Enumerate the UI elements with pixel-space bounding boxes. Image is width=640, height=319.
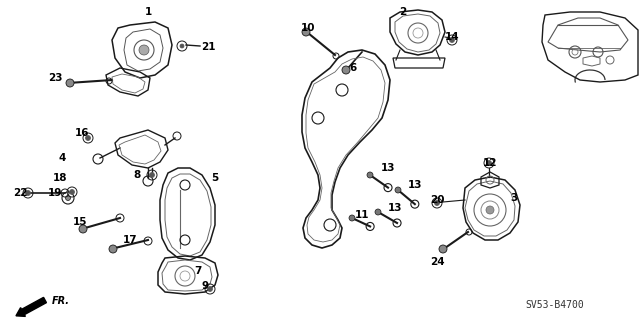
Text: 7: 7: [195, 266, 202, 276]
Text: 8: 8: [133, 170, 141, 180]
Circle shape: [395, 187, 401, 193]
Text: 4: 4: [58, 153, 66, 163]
FancyArrow shape: [16, 297, 47, 316]
Text: 24: 24: [429, 257, 444, 267]
Text: 12: 12: [483, 158, 497, 168]
Circle shape: [109, 245, 117, 253]
Text: 23: 23: [48, 73, 62, 83]
Circle shape: [180, 44, 184, 48]
Circle shape: [79, 225, 87, 233]
Text: 1: 1: [145, 7, 152, 17]
Circle shape: [26, 190, 31, 196]
Text: 17: 17: [123, 235, 138, 245]
Circle shape: [302, 28, 310, 36]
Circle shape: [367, 172, 373, 178]
Circle shape: [65, 196, 70, 201]
Circle shape: [207, 286, 212, 292]
Circle shape: [86, 136, 90, 140]
Text: FR.: FR.: [52, 296, 70, 306]
Text: 19: 19: [48, 188, 62, 198]
Text: 5: 5: [211, 173, 219, 183]
Circle shape: [439, 245, 447, 253]
Text: 3: 3: [510, 193, 518, 203]
Text: 15: 15: [73, 217, 87, 227]
Circle shape: [375, 209, 381, 215]
Text: 13: 13: [408, 180, 422, 190]
Text: 2: 2: [399, 7, 406, 17]
Text: SV53-B4700: SV53-B4700: [525, 300, 584, 310]
Circle shape: [435, 201, 440, 205]
Text: 10: 10: [301, 23, 316, 33]
Circle shape: [342, 66, 350, 74]
Text: 9: 9: [202, 281, 209, 291]
Text: 13: 13: [381, 163, 396, 173]
Text: 22: 22: [13, 188, 28, 198]
Text: 14: 14: [445, 32, 460, 42]
Circle shape: [150, 173, 154, 177]
Text: 18: 18: [52, 173, 67, 183]
Circle shape: [70, 189, 74, 195]
Text: 6: 6: [349, 63, 356, 73]
Text: 11: 11: [355, 210, 369, 220]
Text: 13: 13: [388, 203, 403, 213]
Text: 20: 20: [429, 195, 444, 205]
Circle shape: [486, 160, 492, 166]
Text: 21: 21: [201, 42, 215, 52]
Circle shape: [449, 38, 454, 42]
Circle shape: [139, 45, 149, 55]
Circle shape: [66, 79, 74, 87]
Circle shape: [486, 206, 494, 214]
Circle shape: [349, 215, 355, 221]
Text: 16: 16: [75, 128, 89, 138]
